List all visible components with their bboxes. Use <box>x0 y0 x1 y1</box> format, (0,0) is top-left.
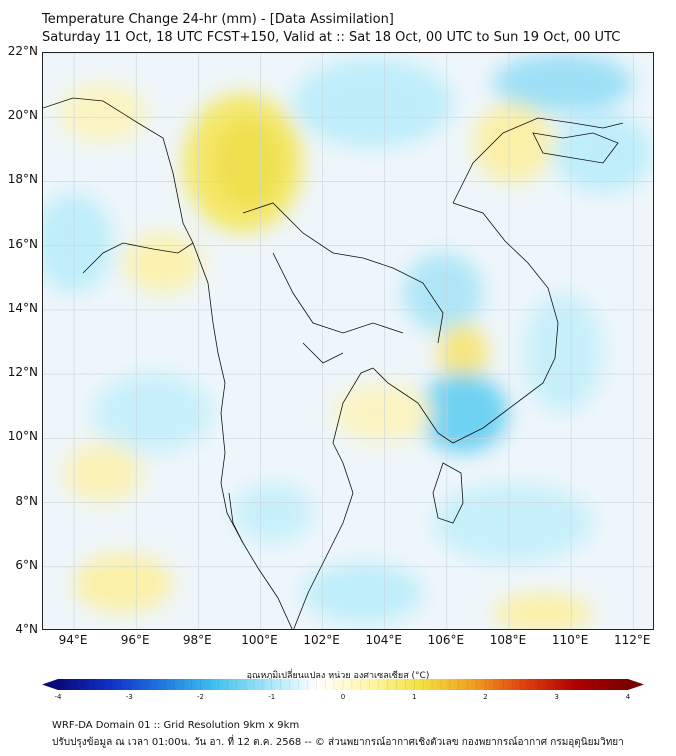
lat-label: 8°N <box>15 493 38 508</box>
colorbar-tick-label: 0 <box>340 693 346 701</box>
lat-label: 16°N <box>7 236 38 251</box>
lon-label: 108°E <box>489 633 527 647</box>
colorbar-tick-label: -3 <box>125 693 133 701</box>
colorbar-max-extend <box>628 679 644 690</box>
lat-label: 14°N <box>7 300 38 315</box>
map-subtitle: Saturday 11 Oct, 18 UTC FCST+150, Valid … <box>42 30 621 45</box>
lon-label: 94°E <box>58 633 88 647</box>
lon-label: 104°E <box>365 633 402 647</box>
colorbar-min-extend <box>42 679 58 690</box>
lon-label: 102°E <box>303 633 340 647</box>
lon-label: 110°E <box>551 633 589 647</box>
lat-label: 20°N <box>7 108 38 123</box>
temperature-change-map <box>42 52 654 630</box>
lon-label: 98°E <box>182 633 212 647</box>
footer-model-info: WRF-DA Domain 01 :: Grid Resolution 9km … <box>52 720 300 731</box>
lon-label: 100°E <box>241 633 278 647</box>
lat-label: 22°N <box>7 44 38 58</box>
lat-label: 4°N <box>15 622 38 636</box>
coastlines <box>43 97 624 629</box>
footer-credits: ปรับปรุงข้อมูล ณ เวลา 01:00น. วัน อา. ที… <box>52 737 624 748</box>
lon-label: 96°E <box>120 633 150 647</box>
map-title: Temperature Change 24-hr (mm) - [Data As… <box>42 12 394 27</box>
colorbar-ticks: -4 -3 -2 -1 0 1 2 3 4 <box>0 693 676 705</box>
lat-label: 6°N <box>15 557 38 572</box>
colorbar-tick-label: 2 <box>483 693 488 701</box>
colorbar-tick-label: -2 <box>197 693 204 701</box>
colorbar-tick-label: -1 <box>268 693 276 701</box>
colorbar <box>42 679 644 690</box>
lat-label: 10°N <box>7 429 38 444</box>
map-gridlines <box>43 53 653 629</box>
colorbar-gradient <box>58 679 628 690</box>
map-canvas <box>43 53 653 629</box>
colorbar-tick-label: 1 <box>412 693 417 701</box>
lat-label: 12°N <box>7 365 38 380</box>
colorbar-tick-label: 4 <box>625 693 631 701</box>
colorbar-tick-label: 3 <box>554 693 559 701</box>
temperature-field <box>43 53 653 629</box>
colorbar-tick-label: -4 <box>54 693 62 701</box>
colorbar-title: อุณหภูมิเปลี่ยนแปลง หน่วย องศาเซลเซียส (… <box>246 671 430 681</box>
lat-label: 18°N <box>7 172 38 187</box>
lon-label: 112°E <box>614 633 651 647</box>
lon-label: 106°E <box>427 633 465 647</box>
